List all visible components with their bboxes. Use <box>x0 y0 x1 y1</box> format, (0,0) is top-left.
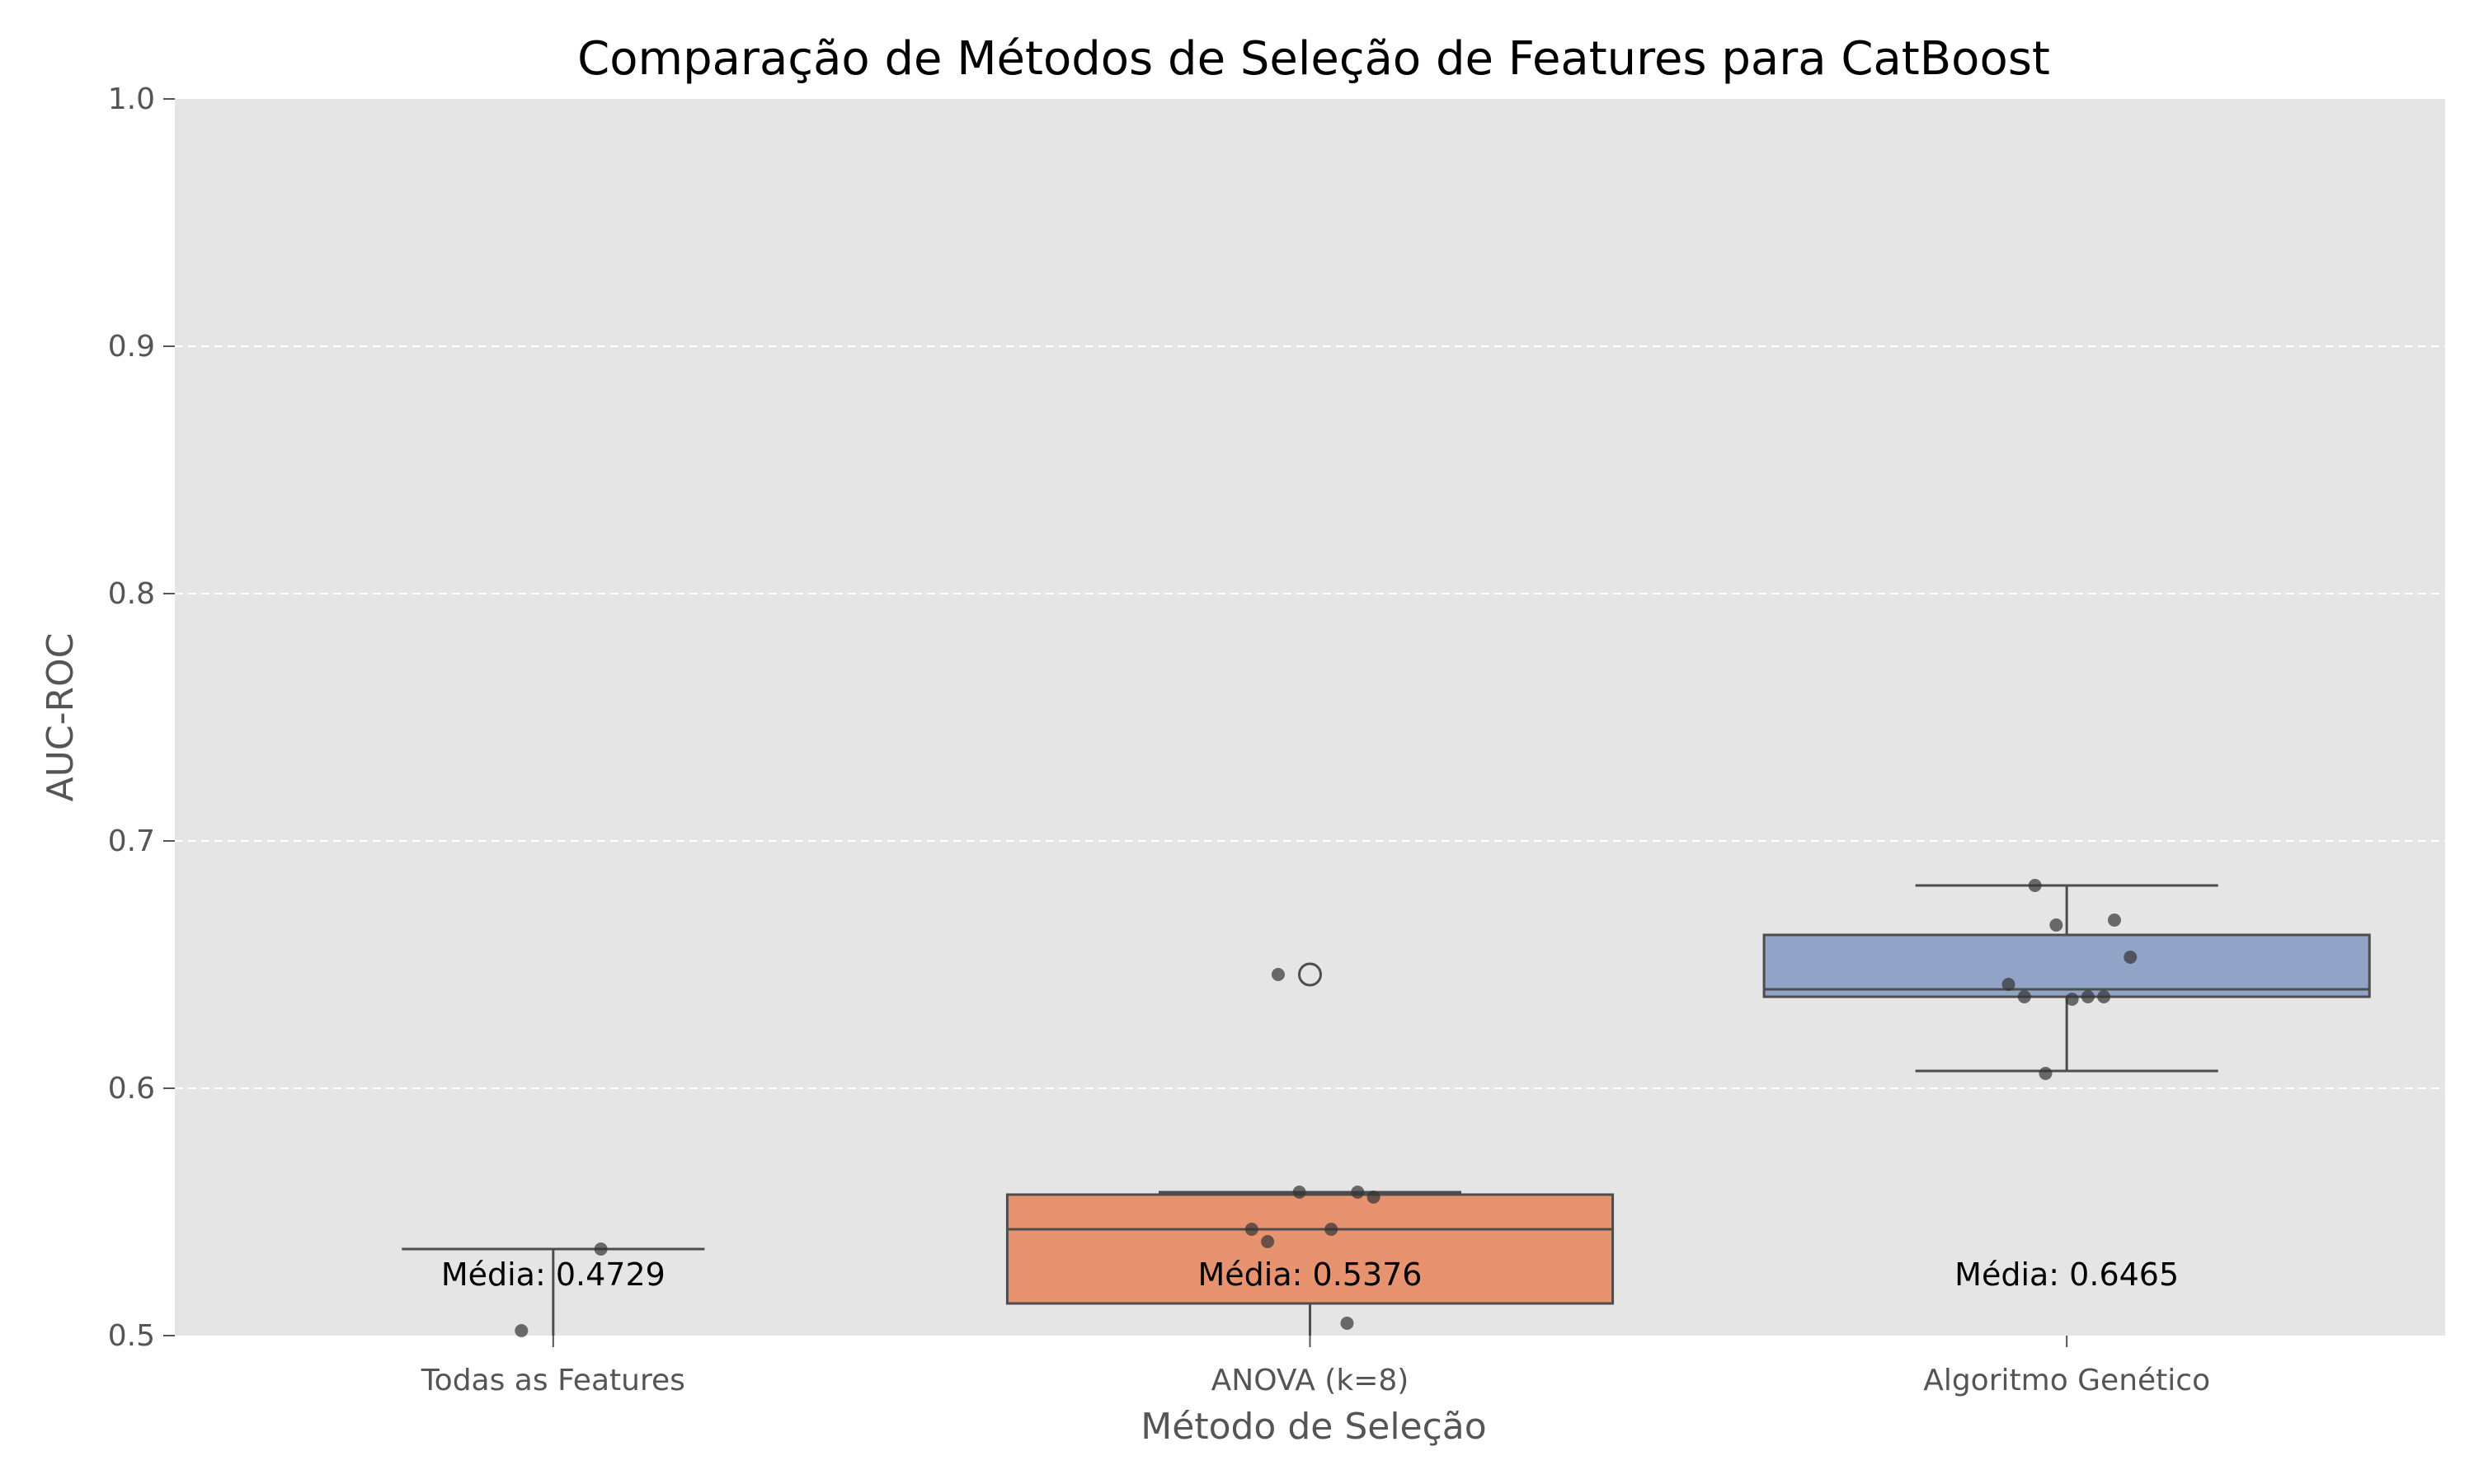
chart-title: Comparação de Métodos de Seleção de Feat… <box>577 32 2050 86</box>
mean-label: Média: 0.4729 <box>441 1256 666 1293</box>
outlier-marker <box>1298 962 1322 987</box>
data-point <box>1366 1190 1380 1204</box>
y-tick-label: 0.6 <box>108 1072 155 1106</box>
box-body <box>1005 1193 1615 1305</box>
data-point <box>2001 978 2015 991</box>
x-tick-label: Todas as Features <box>421 1364 685 1397</box>
boxes <box>402 884 2371 1336</box>
data-point <box>2049 918 2063 932</box>
data-point <box>1340 1317 1354 1330</box>
mean-label: Média: 0.5376 <box>1198 1256 1423 1293</box>
data-point <box>1351 1186 1365 1199</box>
data-point <box>2124 951 2138 964</box>
data-point <box>2081 990 2095 1003</box>
box-body <box>1762 933 2371 998</box>
data-point <box>2097 990 2111 1003</box>
data-point <box>1292 1186 1306 1199</box>
y-tick-label: 0.7 <box>108 824 155 858</box>
y-tick-label: 0.9 <box>108 330 155 364</box>
data-point <box>2017 990 2031 1003</box>
x-tick-label: Algoritmo Genético <box>1923 1364 2210 1397</box>
box-1 <box>402 1247 705 1336</box>
data-point <box>2065 993 2079 1006</box>
y-tick-label: 1.0 <box>108 82 155 116</box>
x-axis-label: Método de Seleção <box>1141 1406 1486 1448</box>
mean-label: Média: 0.6465 <box>1954 1256 2179 1293</box>
data-point <box>1261 1235 1275 1248</box>
data-point <box>594 1242 608 1256</box>
y-tick-label: 0.5 <box>108 1319 155 1353</box>
y-axis-ticks: 0.5 0.6 0.7 0.8 0.9 1.0 <box>108 82 175 1353</box>
x-axis-ticks: Todas as Features ANOVA (k=8) Algoritmo Ge… <box>421 1336 2210 1397</box>
y-axis-label: AUC-ROC <box>40 633 82 802</box>
data-point <box>1271 968 1285 981</box>
grid-lines <box>175 345 2445 1089</box>
box-3 <box>1762 884 2371 1073</box>
data-point <box>2028 879 2042 892</box>
data-point <box>515 1324 529 1337</box>
box-2 <box>1005 962 1615 1336</box>
data-point <box>1244 1223 1258 1236</box>
data-point <box>2107 913 2121 927</box>
x-tick-label: ANOVA (k=8) <box>1211 1364 1409 1397</box>
y-tick-label: 0.8 <box>108 577 155 611</box>
data-point <box>1324 1223 1338 1236</box>
data-point <box>2039 1067 2053 1080</box>
mean-labels: Média: 0.4729 Média: 0.5376 Média: 0.6465 <box>441 1256 2179 1293</box>
plot-background <box>175 99 2445 1336</box>
data-points <box>515 879 2138 1337</box>
